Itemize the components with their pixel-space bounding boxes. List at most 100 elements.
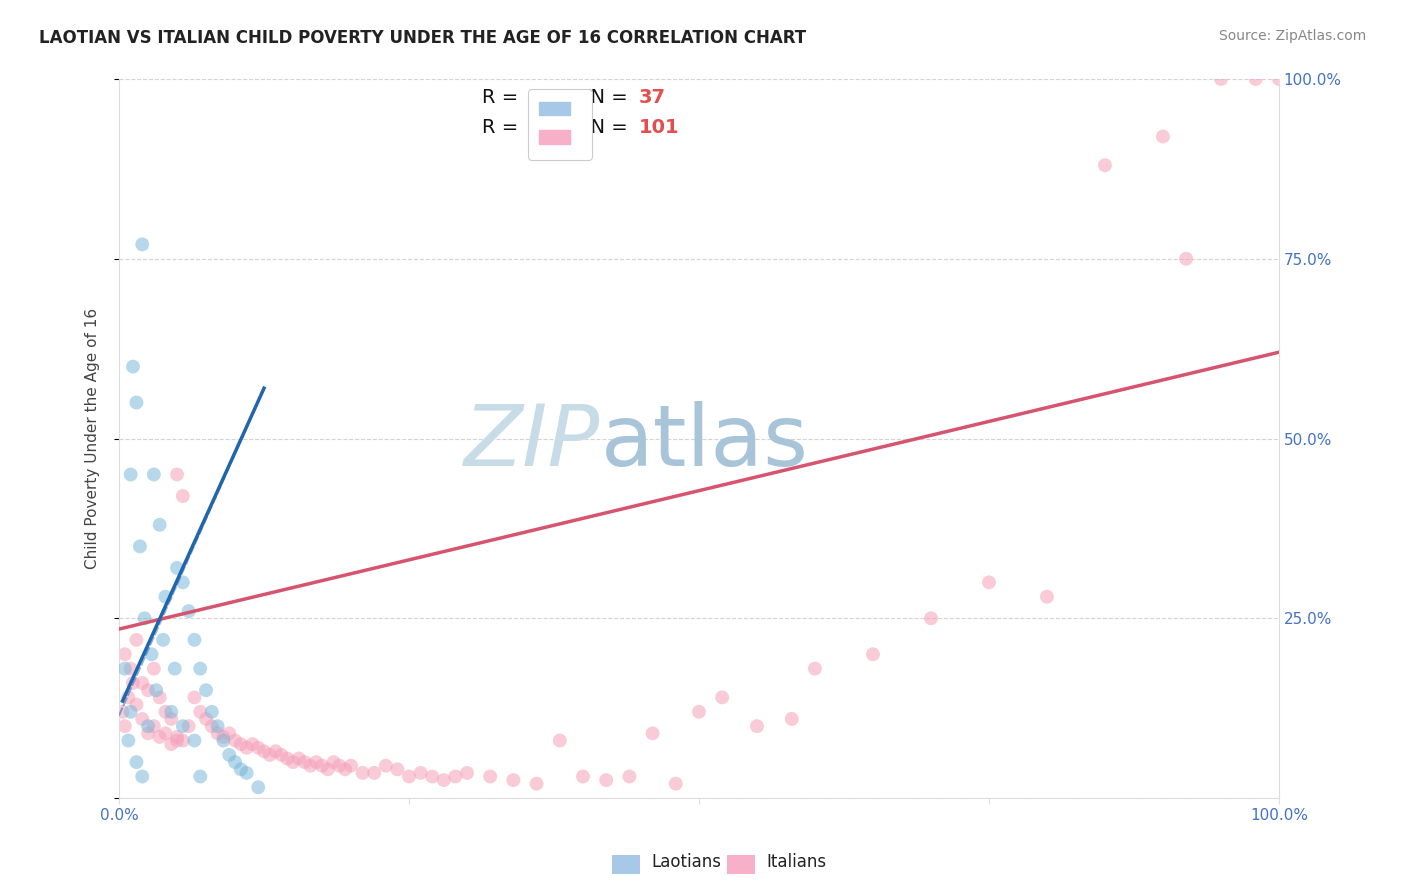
Point (142, 467, 165, 482)
Point (212, 733, 235, 747)
Point (299, 758, 322, 772)
Text: LAOTIAN VS ITALIAN CHILD POVERTY UNDER THE AGE OF 16 CORRELATION CHART: LAOTIAN VS ITALIAN CHILD POVERTY UNDER T… (39, 29, 807, 46)
Point (166, 730, 188, 744)
Point (120, 662, 142, 676)
Point (129, 540, 152, 554)
Y-axis label: Child Poverty Under the Age of 16: Child Poverty Under the Age of 16 (86, 308, 100, 569)
Point (804, 662, 827, 676)
Text: N =: N = (578, 118, 634, 137)
Point (155, 590, 177, 604)
Point (352, 765, 374, 780)
Point (136, 719, 159, 733)
Point (1175, 252, 1198, 266)
Point (166, 733, 188, 747)
Point (201, 705, 224, 719)
Point (270, 747, 292, 762)
Point (142, 662, 165, 676)
Text: Italians: Italians (766, 853, 827, 871)
Point (1036, 590, 1059, 604)
Point (111, 705, 134, 719)
Point (166, 561, 188, 575)
Point (335, 762, 357, 776)
Point (152, 632, 174, 647)
Point (131, 770, 153, 784)
Point (136, 683, 159, 698)
Point (149, 730, 172, 744)
Point (195, 683, 218, 698)
Point (149, 517, 172, 532)
Point (340, 758, 363, 772)
Point (172, 489, 194, 503)
Point (117, 690, 139, 705)
Point (619, 770, 641, 784)
Point (142, 719, 165, 733)
Point (502, 773, 524, 788)
Point (688, 705, 710, 719)
Legend: , : , (527, 88, 592, 160)
Point (235, 740, 257, 755)
Point (131, 712, 153, 726)
Point (131, 676, 153, 690)
Point (229, 762, 252, 776)
Point (122, 359, 145, 374)
Point (134, 611, 156, 625)
Point (374, 758, 396, 772)
Point (595, 773, 617, 788)
Point (711, 690, 734, 705)
Point (363, 765, 385, 780)
Point (125, 395, 148, 409)
Point (398, 770, 420, 784)
Point (166, 467, 188, 482)
Point (1268, 72, 1291, 87)
Point (316, 762, 339, 776)
Point (328, 758, 350, 772)
Point (862, 647, 884, 661)
Point (745, 719, 768, 733)
Point (183, 733, 205, 747)
Point (1094, 158, 1116, 172)
Point (235, 765, 257, 780)
Point (920, 611, 942, 625)
Point (177, 604, 200, 618)
Point (177, 719, 200, 733)
Point (977, 575, 1000, 590)
Point (247, 780, 270, 795)
Point (120, 705, 142, 719)
Point (479, 770, 502, 784)
Point (183, 632, 205, 647)
Point (172, 733, 194, 747)
Point (294, 755, 316, 769)
Point (122, 676, 145, 690)
Point (218, 726, 240, 740)
Text: atlas: atlas (600, 401, 808, 483)
Point (172, 575, 194, 590)
Point (224, 733, 246, 747)
Point (160, 737, 183, 751)
Point (322, 755, 344, 769)
Point (207, 726, 229, 740)
Point (444, 770, 467, 784)
Point (183, 690, 205, 705)
Point (141, 647, 163, 661)
Text: 101: 101 (638, 118, 679, 137)
Point (433, 773, 456, 788)
Point (114, 662, 136, 676)
Text: 0.571: 0.571 (534, 87, 596, 107)
Point (188, 662, 211, 676)
Text: N =: N = (578, 87, 634, 107)
Point (1152, 129, 1174, 144)
Point (281, 755, 304, 769)
Point (259, 747, 281, 762)
Point (288, 751, 311, 765)
Point (276, 751, 298, 765)
Point (195, 712, 218, 726)
Text: Laotians: Laotians (651, 853, 721, 871)
Point (305, 755, 328, 769)
Point (160, 712, 183, 726)
Point (1244, 72, 1267, 87)
Text: R =: R = (482, 87, 524, 107)
Point (311, 758, 333, 772)
Point (253, 744, 276, 758)
Point (387, 762, 409, 776)
Point (229, 737, 252, 751)
